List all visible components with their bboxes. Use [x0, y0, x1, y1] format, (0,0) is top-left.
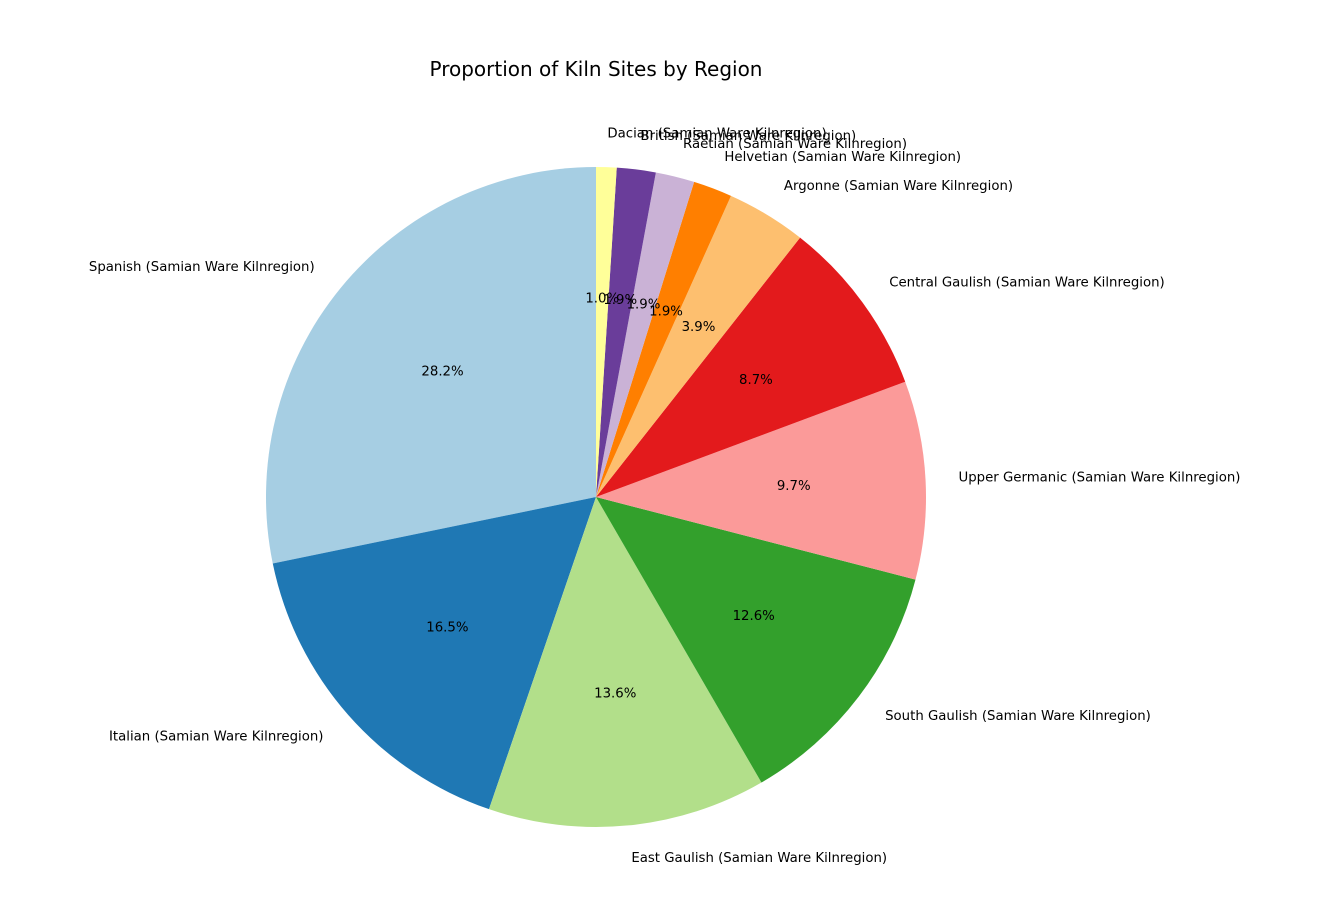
slice-label-east-gaulish: East Gaulish (Samian Ware Kilnregion) [631, 851, 887, 866]
slice-label-raetian: Raetian (Samian Ware Kilnregion) [683, 137, 907, 152]
slice-label-italian: Italian (Samian Ware Kilnregion) [109, 729, 324, 744]
slice-label-dacian: Dacian (Samian Ware Kilnregion) [607, 127, 826, 142]
percent-label-british: 1.9% [603, 293, 637, 308]
pie-slice-east-gaulish [489, 497, 762, 827]
slice-labels: Spanish (Samian Ware Kilnregion) Italian … [89, 127, 1241, 866]
pie-slice-british [596, 167, 656, 497]
chart-title: Proportion of Kiln Sites by Region [430, 57, 763, 81]
percent-label-argonne: 3.9% [682, 320, 716, 335]
percent-label-raetian: 1.9% [627, 297, 661, 312]
pie-slice-dacian [596, 167, 617, 497]
slice-label-spanish: Spanish (Samian Ware Kilnregion) [89, 260, 315, 275]
slice-label-argonne: Argonne (Samian Ware Kilnregion) [784, 179, 1013, 194]
pie-slice-central-gaulish [596, 237, 906, 497]
percent-label-italian: 16.5% [426, 620, 468, 635]
percent-label-upper-germanic: 9.7% [777, 479, 811, 494]
percent-label-central-gaulish: 8.7% [739, 373, 773, 388]
percent-label-south-gaulish: 12.6% [733, 609, 775, 624]
percent-label-spanish: 28.2% [421, 364, 463, 379]
slice-label-upper-germanic: Upper Germanic (Samian Ware Kilnregion) [959, 471, 1241, 486]
percent-label-dacian: 1.0% [585, 292, 619, 307]
pie-slice-argonne [596, 195, 801, 497]
slice-label-helvetian: Helvetian (Samian Ware Kilnregion) [724, 150, 961, 165]
pie-slice-upper-germanic [596, 381, 926, 580]
pie-slice-raetian [596, 172, 695, 497]
slice-label-south-gaulish: South Gaulish (Samian Ware Kilnregion) [885, 709, 1151, 724]
pie-slice-spanish [266, 167, 596, 564]
pie-slice-italian [272, 497, 596, 810]
pie-slices [266, 167, 926, 827]
percent-label-helvetian: 1.9% [649, 304, 683, 319]
percent-labels: 28.2%16.5%13.6%12.6%9.7%8.7%3.9%1.9%1.9%… [421, 292, 810, 702]
slice-label-central-gaulish: Central Gaulish (Samian Ware Kilnregion) [889, 275, 1165, 290]
percent-label-east-gaulish: 13.6% [594, 687, 636, 702]
slice-label-british: British (Samian Ware Kilnregion) [640, 129, 856, 144]
pie-slice-helvetian [596, 181, 731, 498]
pie-slice-south-gaulish [596, 497, 916, 783]
